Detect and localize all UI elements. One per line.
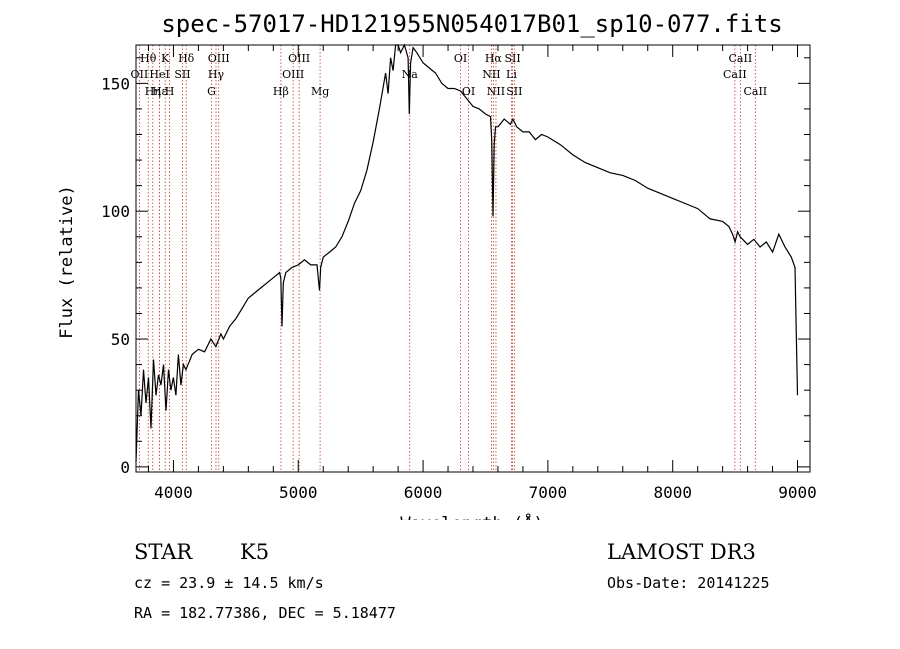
- line-label-11: G: [207, 85, 216, 98]
- spectrum-layer: [135, 43, 799, 462]
- line-label-1: OII: [131, 68, 149, 81]
- object-class: STAR: [134, 540, 193, 564]
- line-label-9: OIII: [208, 52, 230, 65]
- spectrum-series-line: [135, 43, 799, 462]
- spectrum-chart: spec-57017-HD121955N054017B01_sp10-077.f…: [57, 10, 817, 520]
- line-label-25: CaII: [729, 52, 753, 65]
- x-axis-ticks: 4000 5000 6000 7000 8000 9000: [147, 45, 817, 502]
- y-axis-label: Flux (relative): [57, 185, 77, 339]
- x-tick-label-6000: 6000: [404, 483, 443, 502]
- line-label-10: Hγ: [208, 68, 225, 81]
- redshift-velocity: cz = 23.9 ± 14.5 km/s: [134, 574, 324, 592]
- line-label-13: OIII: [288, 52, 310, 65]
- line-label-8: Hδ: [178, 52, 195, 65]
- line-label-17: OI: [454, 52, 467, 65]
- line-label-3: Hε: [152, 85, 168, 98]
- plot-frame: [135, 44, 811, 473]
- chart-title: spec-57017-HD121955N054017B01_sp10-077.f…: [161, 10, 782, 38]
- line-label-6: H: [165, 85, 175, 98]
- line-label-26: CaII: [723, 68, 747, 81]
- annotation-lines: [138, 45, 756, 472]
- line-label-23: Li: [506, 68, 517, 81]
- y-tick-label-150: 150: [101, 74, 130, 93]
- x-tick-label-7000: 7000: [529, 483, 568, 502]
- x-axis-label: Wavelength (Å): [400, 512, 543, 520]
- line-label-22: SII: [504, 52, 520, 65]
- survey-name: LAMOST DR3: [607, 540, 756, 564]
- line-label-15: Mg: [311, 85, 329, 98]
- y-tick-label-0: 0: [120, 458, 130, 477]
- observation-date: Obs-Date: 20141225: [607, 574, 770, 592]
- line-label-24: SII: [506, 85, 522, 98]
- x-tick-label-9000: 9000: [778, 483, 817, 502]
- line-label-2: Hη: [145, 85, 161, 98]
- line-label-20: NII: [482, 68, 500, 81]
- line-label-7: SII: [174, 68, 190, 81]
- line-label-27: CaII: [743, 85, 767, 98]
- line-label-19: Hα: [485, 52, 503, 65]
- y-tick-label-100: 100: [101, 202, 130, 221]
- line-label-21: NII: [487, 85, 505, 98]
- object-subclass: K5: [240, 540, 270, 564]
- line-label-0: Hθ: [140, 52, 157, 65]
- ra-dec-coordinates: RA = 182.77386, DEC = 5.18477: [134, 604, 396, 622]
- line-label-18: OI: [462, 85, 475, 98]
- x-tick-label-8000: 8000: [653, 483, 692, 502]
- line-label-5: HeI: [149, 68, 169, 81]
- y-axis-ticks: 0 50 100 150: [101, 57, 810, 477]
- line-label-12: Hβ: [273, 85, 289, 98]
- x-tick-label-5000: 5000: [279, 483, 318, 502]
- line-label-14: OIII: [282, 68, 304, 81]
- line-label-4: K: [161, 52, 170, 65]
- x-tick-label-4000: 4000: [154, 483, 193, 502]
- y-tick-label-50: 50: [111, 330, 130, 349]
